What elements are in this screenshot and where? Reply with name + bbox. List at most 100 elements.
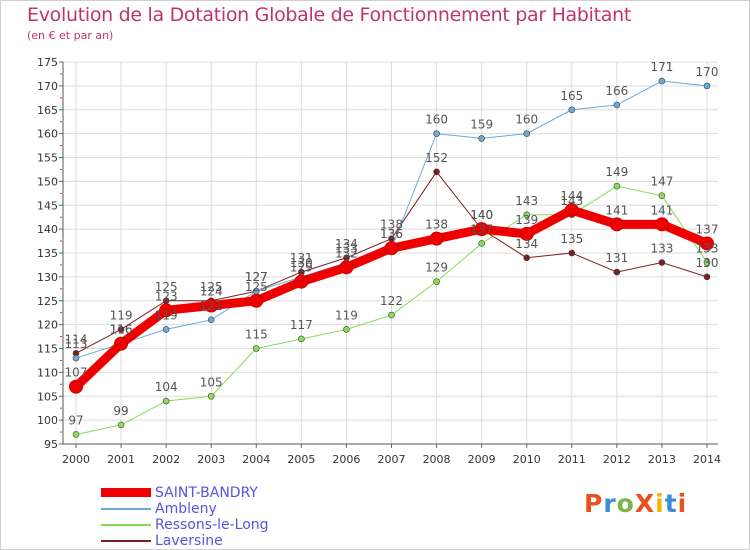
data-label-ressons-le-long: 147 bbox=[650, 175, 673, 189]
data-point-ressons-le-long bbox=[343, 326, 350, 333]
data-point-laversine bbox=[703, 273, 711, 281]
logo-letter: X bbox=[634, 489, 656, 518]
logo-letter: t bbox=[664, 489, 678, 518]
data-label-ambleny: 133 bbox=[335, 242, 358, 256]
data-point-ressons-le-long bbox=[117, 421, 125, 429]
data-label-laversine: 127 bbox=[245, 270, 268, 284]
data-point-saint-bandry bbox=[384, 241, 399, 256]
data-point-ambleny bbox=[658, 77, 666, 85]
data-label-ressons-le-long: 99 bbox=[113, 404, 128, 418]
proxiti-logo: ProXiti bbox=[584, 489, 687, 518]
data-point-saint-bandry bbox=[429, 231, 444, 246]
data-label-ressons-le-long: 105 bbox=[200, 375, 223, 389]
data-point-ressons-le-long bbox=[162, 397, 170, 405]
x-tick-label: 2008 bbox=[423, 453, 451, 466]
data-point-saint-bandry bbox=[700, 236, 714, 251]
data-label-laversine: 140 bbox=[470, 208, 493, 222]
data-label-ambleny: 166 bbox=[605, 84, 628, 98]
data-label-ambleny: 130 bbox=[290, 256, 313, 270]
data-label-laversine: 134 bbox=[515, 237, 538, 251]
x-tick-label: 2005 bbox=[287, 453, 315, 466]
x-tick-label: 2003 bbox=[197, 453, 225, 466]
data-point-ressons-le-long bbox=[298, 335, 305, 343]
data-point-ressons-le-long bbox=[207, 392, 215, 400]
data-point-ambleny bbox=[523, 130, 531, 137]
data-label-ressons-le-long: 143 bbox=[560, 194, 583, 208]
data-label-saint-bandry: 136 bbox=[380, 227, 403, 241]
y-tick-label: 135 bbox=[37, 247, 58, 260]
data-label-laversine: 135 bbox=[560, 232, 583, 246]
data-point-saint-bandry bbox=[519, 226, 534, 241]
logo-letter: r bbox=[603, 489, 617, 518]
x-tick-label: 2012 bbox=[603, 453, 631, 466]
x-tick-label: 2011 bbox=[558, 453, 586, 466]
y-tick-label: 155 bbox=[37, 152, 58, 165]
data-point-ressons-le-long bbox=[252, 345, 260, 352]
data-point-ressons-le-long bbox=[703, 259, 711, 266]
data-label-ressons-le-long: 143 bbox=[515, 194, 538, 208]
data-label-ambleny: 165 bbox=[560, 89, 583, 103]
data-label-laversine: 114 bbox=[65, 332, 88, 346]
data-point-ambleny bbox=[703, 82, 711, 90]
data-label-ambleny: 160 bbox=[425, 113, 448, 127]
data-label-saint-bandry: 141 bbox=[650, 203, 673, 217]
data-point-ressons-le-long bbox=[478, 240, 485, 247]
x-tick-label: 2010 bbox=[513, 453, 541, 466]
data-label-saint-bandry: 125 bbox=[245, 280, 268, 294]
y-tick-label: 115 bbox=[37, 343, 58, 356]
data-label-ambleny: 160 bbox=[515, 113, 538, 127]
data-label-ambleny: 121 bbox=[200, 299, 223, 313]
y-tick-label: 130 bbox=[37, 271, 58, 284]
y-tick-label: 105 bbox=[37, 390, 58, 403]
data-label-ambleny: 119 bbox=[155, 308, 178, 322]
data-label-ressons-le-long: 129 bbox=[425, 261, 448, 275]
data-label-saint-bandry: 138 bbox=[425, 218, 448, 232]
data-point-ambleny bbox=[207, 316, 215, 324]
x-tick-label: 2001 bbox=[107, 453, 135, 466]
data-label-ressons-le-long: 149 bbox=[605, 165, 628, 179]
x-tick-label: 2000 bbox=[62, 453, 90, 466]
data-point-saint-bandry bbox=[114, 336, 129, 351]
y-tick-label: 120 bbox=[37, 319, 58, 332]
data-point-ressons-le-long bbox=[388, 311, 395, 319]
data-label-ressons-le-long: 137 bbox=[470, 222, 493, 236]
data-label-saint-bandry: 123 bbox=[155, 289, 178, 303]
legend-swatch bbox=[101, 508, 151, 510]
logo-letter: i bbox=[677, 489, 688, 518]
data-label-laversine: 131 bbox=[290, 251, 313, 265]
data-point-saint-bandry bbox=[159, 303, 174, 318]
data-label-ressons-le-long: 97 bbox=[68, 413, 83, 427]
data-label-ambleny: 113 bbox=[65, 337, 88, 351]
data-point-ressons-le-long bbox=[72, 431, 80, 438]
data-point-ressons-le-long bbox=[433, 278, 440, 285]
data-label-laversine: 125 bbox=[155, 280, 178, 294]
y-tick-label: 140 bbox=[37, 223, 58, 236]
data-point-ressons-le-long bbox=[613, 182, 621, 190]
data-point-ambleny bbox=[162, 326, 170, 333]
data-label-saint-bandry: 137 bbox=[696, 222, 719, 236]
y-tick-label: 110 bbox=[37, 366, 58, 379]
data-point-ambleny bbox=[568, 106, 576, 114]
data-point-saint-bandry bbox=[69, 379, 83, 394]
legend-swatch bbox=[101, 540, 151, 542]
data-label-saint-bandry: 129 bbox=[290, 261, 313, 275]
y-tick-label: 160 bbox=[37, 128, 58, 141]
data-point-ressons-le-long bbox=[658, 192, 666, 199]
data-label-laversine: 134 bbox=[335, 237, 358, 251]
data-point-ambleny bbox=[433, 130, 440, 137]
data-point-ambleny bbox=[613, 101, 621, 109]
data-point-saint-bandry bbox=[294, 274, 309, 289]
data-point-ambleny bbox=[478, 135, 485, 142]
data-point-saint-bandry bbox=[654, 217, 669, 232]
data-label-saint-bandry: 124 bbox=[200, 285, 223, 299]
x-tick-label: 2004 bbox=[242, 453, 270, 466]
data-label-ressons-le-long: 122 bbox=[380, 294, 403, 308]
data-label-laversine: 131 bbox=[605, 251, 628, 265]
data-label-saint-bandry: 116 bbox=[110, 323, 133, 337]
data-label-saint-bandry: 107 bbox=[65, 366, 88, 380]
data-label-ambleny: 171 bbox=[650, 60, 673, 74]
data-label-saint-bandry: 139 bbox=[515, 213, 538, 227]
data-point-saint-bandry bbox=[339, 260, 354, 275]
data-label-laversine: 133 bbox=[650, 242, 673, 256]
